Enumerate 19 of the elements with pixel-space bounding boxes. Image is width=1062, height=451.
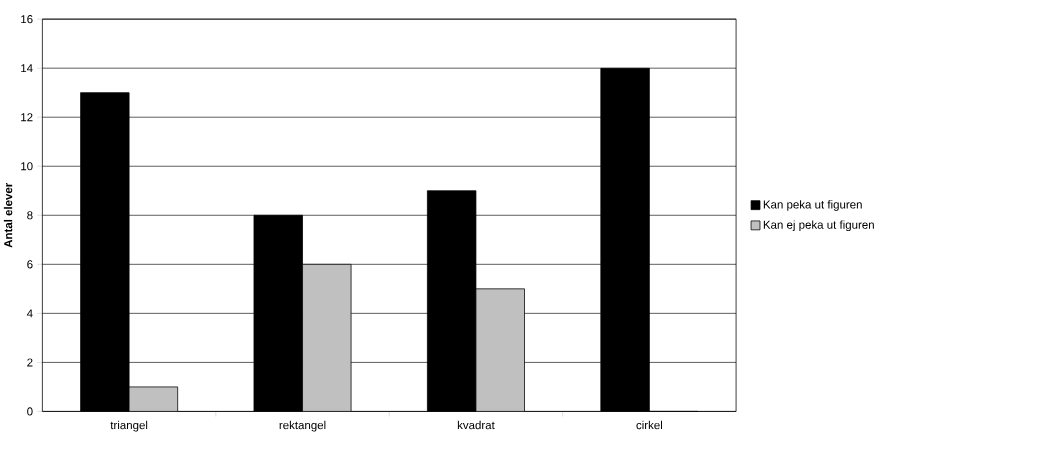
y-tick-label: 2 bbox=[27, 358, 33, 367]
y-tick-label: 16 bbox=[21, 15, 33, 24]
y-tick-label: 14 bbox=[21, 64, 33, 73]
x-tick-label: triangel bbox=[110, 420, 148, 432]
y-tick-label: 12 bbox=[21, 113, 33, 122]
bar bbox=[302, 264, 352, 412]
legend-label: Kan ej peka ut figuren bbox=[763, 220, 874, 232]
y-axis-title: Antal elever bbox=[3, 183, 13, 248]
y-tick-label: 6 bbox=[27, 260, 33, 269]
y-tick-label: 4 bbox=[26, 309, 33, 318]
y-tick-label: 10 bbox=[21, 162, 33, 171]
y-tick-label: 0 bbox=[27, 407, 33, 416]
y-tick-label: 8 bbox=[27, 211, 33, 220]
x-tick-label: cirkel bbox=[636, 420, 662, 430]
bar bbox=[128, 386, 179, 412]
x-tick-label: rektangel bbox=[279, 420, 326, 432]
legend-label: Kan peka ut figuren bbox=[763, 200, 862, 212]
x-tick-label: kvadrat bbox=[457, 420, 495, 430]
bar bbox=[475, 288, 525, 412]
